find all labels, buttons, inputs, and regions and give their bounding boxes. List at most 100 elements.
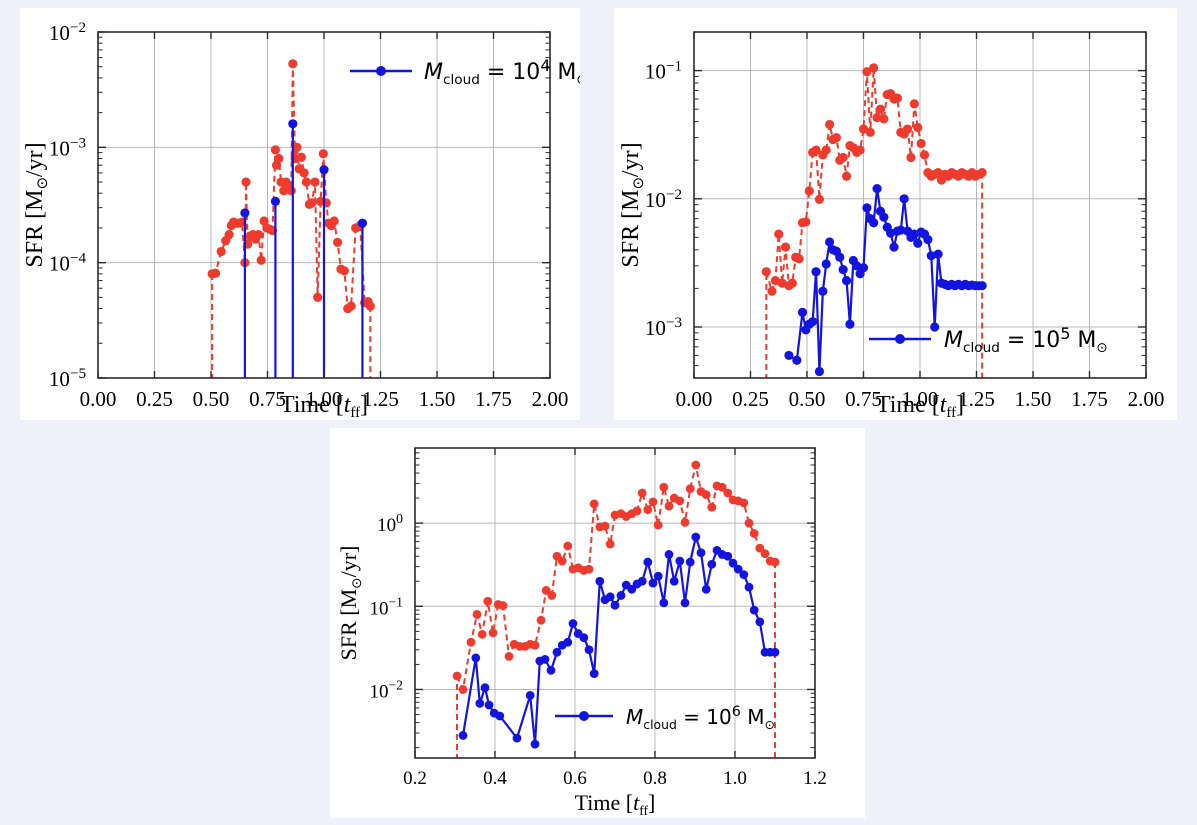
series-clip-layer: [761, 63, 987, 378]
data-point: [774, 229, 784, 239]
data-point: [739, 498, 749, 508]
plot-1-xaxis-title: Time [tff]: [280, 392, 368, 420]
data-point: [896, 225, 906, 235]
xtick-label: 0.75: [845, 387, 882, 411]
ytick-label: 10−2: [645, 187, 682, 212]
data-point: [346, 301, 356, 311]
plot-2-xaxis-title: Time [tff]: [876, 392, 964, 420]
data-point: [504, 651, 514, 661]
data-point: [707, 559, 717, 569]
data-point: [637, 488, 647, 498]
xtick-label: 0.25: [732, 387, 769, 411]
data-point: [659, 482, 669, 492]
data-point: [909, 99, 919, 109]
plot-3-tickmarks: [414, 448, 816, 758]
xtick-label: 0.25: [136, 387, 173, 411]
data-point: [669, 576, 679, 586]
data-point: [357, 218, 368, 228]
data-point: [584, 645, 594, 655]
legend-sun: ⊙: [576, 72, 580, 88]
xtick-label: 1.00: [902, 387, 939, 411]
data-point: [818, 286, 828, 296]
data-point: [744, 582, 754, 592]
data-point: [605, 592, 615, 602]
data-point: [472, 609, 482, 619]
data-point: [858, 263, 869, 273]
data-point: [241, 177, 251, 187]
xtick-label: 2.00: [1128, 387, 1165, 411]
data-point: [797, 307, 808, 317]
xaxis-title-main: Time [: [280, 392, 344, 418]
ytick-label: 10−2: [49, 20, 86, 45]
data-point: [814, 194, 825, 204]
plot-3-legend[interactable]: Mcloud = 106 M⊙: [555, 704, 775, 732]
plot-2-legend[interactable]: Mcloud = 105 M⊙: [869, 324, 1108, 356]
xtick-label: 1.50: [1015, 387, 1052, 411]
data-point: [589, 499, 599, 509]
data-point: [488, 628, 498, 638]
plot-3-yaxis-title: SFR [M⊙/yr]: [336, 546, 364, 661]
plot-3-data-layer: [452, 460, 780, 758]
data-point: [563, 637, 573, 647]
data-point: [471, 653, 481, 663]
data-point: [643, 505, 653, 515]
data-point: [540, 654, 550, 664]
xtick-label: 1.00: [306, 387, 343, 411]
data-point: [801, 217, 811, 227]
plot-3-xtick-labels: 0.2 0.4 0.6 0.8 1.0 1.2: [403, 768, 827, 789]
data-point: [869, 63, 879, 73]
data-point: [913, 238, 923, 248]
xtick-label: 1.2: [803, 768, 827, 789]
xtick-label: 0.8: [643, 768, 667, 789]
plot-3-svg: 0.2 0.4 0.6 0.8 1.0 1.2 10−2 10−1 100 Time [tff…: [330, 428, 865, 818]
data-point: [902, 124, 913, 134]
plot-1-legend-label: Mcloud = 104 M⊙: [424, 56, 580, 88]
data-point: [899, 194, 909, 204]
data-point: [498, 601, 508, 610]
data-point: [691, 532, 701, 542]
xtick-label: 1.50: [419, 387, 456, 411]
data-point: [869, 218, 879, 228]
data-point: [794, 254, 804, 264]
data-point: [784, 350, 794, 361]
data-point: [318, 149, 328, 159]
data-point: [892, 93, 902, 103]
plot-1-xtick-labels: 0.00 0.25 0.50 0.75 1.00 1.25 1.50 1.75 2.00: [80, 387, 569, 411]
data-point: [286, 186, 296, 196]
data-point: [739, 570, 749, 580]
legend-unit: M: [550, 60, 576, 85]
data-point: [761, 267, 771, 277]
data-point: [933, 249, 943, 259]
legend-marker-1: [376, 66, 386, 76]
series-red-dashed: [761, 63, 987, 378]
ytick-label: 10−2: [369, 677, 403, 702]
series-stems: [243, 123, 364, 378]
data-point: [224, 230, 234, 240]
data-point: [584, 564, 594, 574]
legend-M: M: [424, 60, 443, 85]
data-point: [659, 598, 669, 608]
panel-1-background: [20, 8, 580, 420]
xtick-label: 0.50: [193, 387, 230, 411]
plot-1-legend[interactable]: Mcloud = 104 M⊙: [350, 56, 580, 88]
series-blue-solid: [784, 184, 987, 377]
yaxis-title-sun: ⊙: [35, 177, 51, 189]
plot-3-legend-label: Mcloud = 106 M⊙: [626, 704, 775, 732]
data-point: [879, 212, 889, 222]
data-point: [270, 196, 281, 206]
panel-mcloud-1e4: 0.00 0.25 0.50 0.75 1.00 1.25 1.50 1.75 2.00 10−…: [20, 8, 580, 420]
legend-exp: 4: [540, 56, 550, 75]
data-point: [977, 281, 987, 291]
data-point: [563, 541, 573, 551]
data-point: [685, 557, 695, 567]
plot-2-tickmarks: [693, 32, 1147, 378]
data-point: [637, 576, 647, 586]
ytick-label: 10−4: [49, 251, 87, 276]
data-point: [216, 246, 226, 257]
xtick-label: 1.0: [723, 768, 747, 789]
ytick-label: 10−1: [645, 59, 682, 84]
data-point: [841, 276, 852, 286]
data-point: [919, 150, 930, 160]
data-point: [770, 557, 780, 567]
data-point: [841, 171, 852, 181]
